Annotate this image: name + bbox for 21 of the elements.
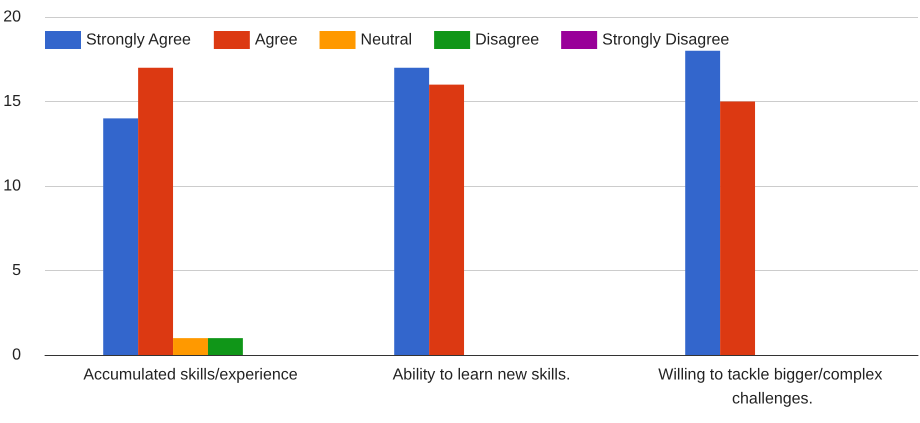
bar [208, 338, 243, 355]
x-tick-label: Willing to tackle bigger/complex challenges. [658, 366, 887, 408]
bar [429, 84, 464, 355]
x-tick-label: Accumulated skills/experience [83, 366, 298, 384]
y-tick-label: 5 [12, 262, 22, 279]
y-tick-label: 20 [3, 8, 22, 26]
bar [138, 68, 174, 355]
bar [720, 102, 756, 355]
legend-label: Disagree [475, 32, 540, 48]
legend-label: Strongly Agree [86, 32, 192, 48]
bar [685, 50, 720, 355]
bar [394, 68, 430, 355]
y-tick-label: 10 [3, 178, 22, 194]
y-tick-label: 15 [3, 93, 22, 110]
legend-label: Neutral [360, 32, 412, 48]
legend-label: Agree [254, 32, 298, 48]
bar [103, 118, 138, 355]
x-tick-label: Ability to learn new skills. [392, 366, 570, 384]
y-tick-label: 0 [12, 346, 22, 364]
legend-label: Strongly Disagree [602, 32, 730, 48]
bar [173, 338, 208, 355]
